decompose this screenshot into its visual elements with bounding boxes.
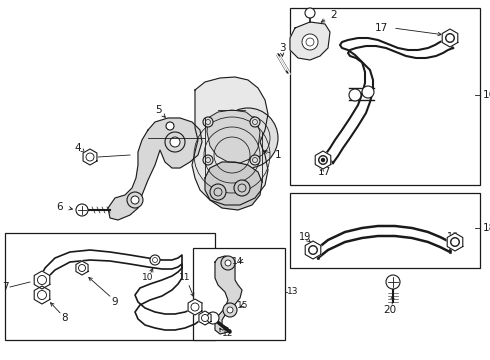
Circle shape <box>349 89 361 101</box>
Circle shape <box>127 192 143 208</box>
Polygon shape <box>315 151 331 169</box>
Text: 14: 14 <box>232 256 244 266</box>
Circle shape <box>203 117 213 127</box>
Text: 17: 17 <box>318 167 331 177</box>
Circle shape <box>207 312 219 324</box>
Polygon shape <box>290 22 330 60</box>
Text: 4: 4 <box>74 143 81 153</box>
Circle shape <box>250 155 260 165</box>
Polygon shape <box>34 271 50 289</box>
Circle shape <box>223 303 237 317</box>
Text: 11: 11 <box>179 274 191 283</box>
Circle shape <box>210 184 226 200</box>
Circle shape <box>78 265 85 271</box>
Circle shape <box>86 153 94 161</box>
Polygon shape <box>305 241 321 259</box>
Circle shape <box>131 196 139 204</box>
Circle shape <box>218 108 278 168</box>
Text: 5: 5 <box>155 105 161 115</box>
Circle shape <box>321 158 325 162</box>
Circle shape <box>302 34 318 50</box>
Circle shape <box>76 204 88 216</box>
Text: 13: 13 <box>287 288 298 297</box>
Text: 2: 2 <box>321 10 337 22</box>
Circle shape <box>309 246 318 255</box>
Polygon shape <box>83 149 97 165</box>
Circle shape <box>305 8 315 18</box>
Text: 19: 19 <box>447 232 459 242</box>
Text: 17: 17 <box>375 23 388 33</box>
Text: 19: 19 <box>299 232 311 242</box>
Text: 15: 15 <box>237 301 248 310</box>
Polygon shape <box>215 256 242 334</box>
Circle shape <box>38 291 47 300</box>
Bar <box>5 233 215 340</box>
Polygon shape <box>108 118 202 220</box>
Circle shape <box>38 275 47 284</box>
Text: 7: 7 <box>2 282 9 292</box>
Polygon shape <box>447 233 463 251</box>
Text: 8: 8 <box>62 313 68 323</box>
Text: 20: 20 <box>384 305 396 315</box>
Text: 12: 12 <box>222 328 233 338</box>
Circle shape <box>250 117 260 127</box>
Circle shape <box>318 156 327 165</box>
Text: 16: 16 <box>483 90 490 100</box>
Circle shape <box>227 307 233 313</box>
Polygon shape <box>76 261 88 275</box>
Polygon shape <box>207 110 260 163</box>
Circle shape <box>362 86 374 98</box>
Circle shape <box>201 315 209 321</box>
Polygon shape <box>442 29 458 47</box>
Circle shape <box>445 33 455 42</box>
Polygon shape <box>188 299 202 315</box>
Bar <box>290 193 480 268</box>
Circle shape <box>225 260 231 266</box>
Bar <box>193 248 285 340</box>
Circle shape <box>150 255 160 265</box>
Circle shape <box>166 122 174 130</box>
Text: 10: 10 <box>142 274 154 283</box>
Polygon shape <box>34 286 50 304</box>
Circle shape <box>234 180 250 196</box>
Circle shape <box>386 275 400 289</box>
Text: 6: 6 <box>57 202 63 212</box>
Polygon shape <box>199 311 211 325</box>
Text: 3: 3 <box>279 43 285 53</box>
Circle shape <box>450 238 460 247</box>
Text: 18: 18 <box>483 223 490 233</box>
Circle shape <box>165 132 185 152</box>
Circle shape <box>221 256 235 270</box>
Circle shape <box>191 303 199 311</box>
Circle shape <box>170 137 180 147</box>
Bar <box>290 8 480 185</box>
Circle shape <box>203 155 213 165</box>
Polygon shape <box>192 77 268 205</box>
Text: 1: 1 <box>264 150 282 160</box>
Text: 9: 9 <box>112 297 118 307</box>
Polygon shape <box>205 162 262 210</box>
